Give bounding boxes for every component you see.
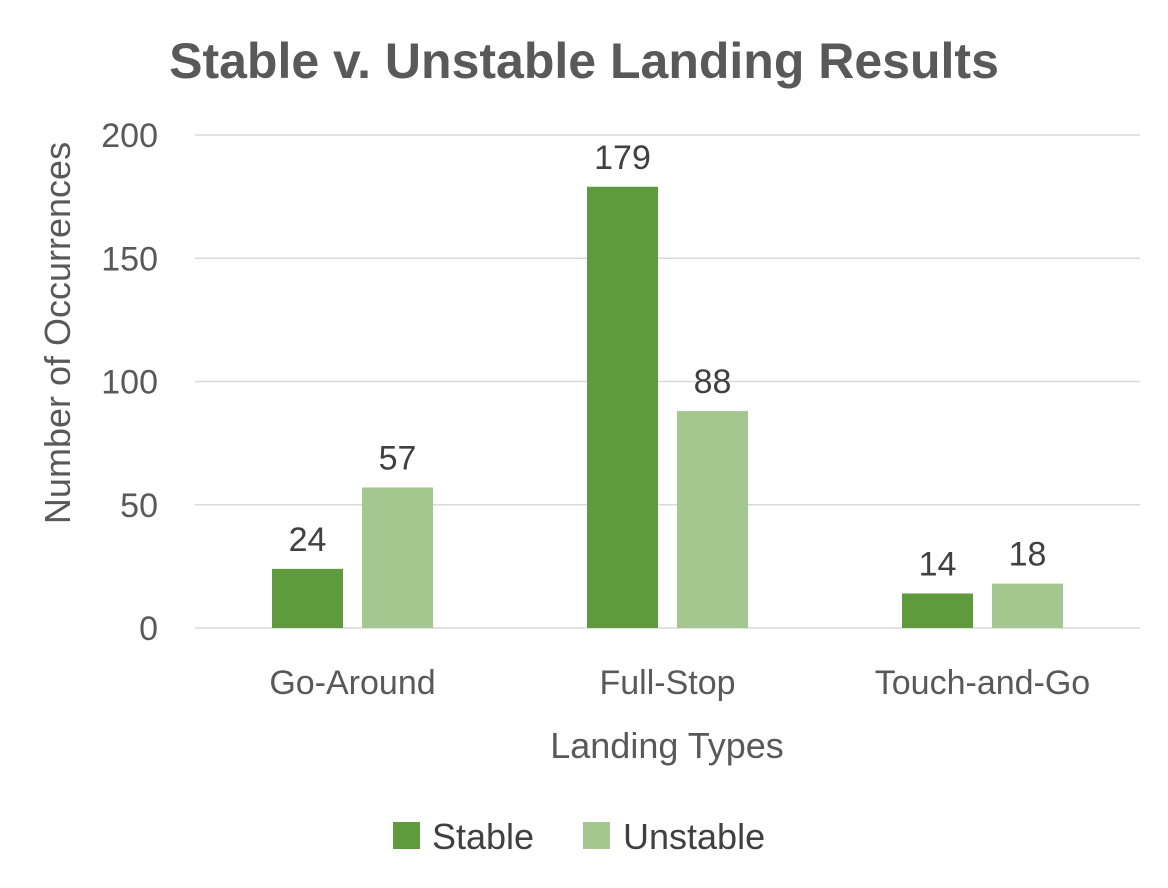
legend-swatch-unstable <box>583 822 610 849</box>
data-label: 14 <box>919 545 957 583</box>
bars <box>272 186 1063 628</box>
x-tick-label: Full-Stop <box>599 664 735 702</box>
bar-stable-full-stop <box>587 186 658 628</box>
data-labels: 24 57 179 88 14 18 <box>289 139 1047 584</box>
data-label: 57 <box>379 439 417 477</box>
data-label: 24 <box>289 521 327 559</box>
bar-unstable-full-stop <box>677 411 748 628</box>
gridlines <box>195 134 1140 629</box>
legend-label-stable: Stable <box>432 816 534 857</box>
y-axis-ticks: 0 50 100 150 200 <box>101 117 158 648</box>
chart-title: Stable v. Unstable Landing Results <box>169 33 999 89</box>
y-tick-label: 100 <box>101 364 158 402</box>
y-tick-label: 50 <box>120 487 158 525</box>
bar-unstable-go-around <box>362 487 433 628</box>
y-tick-label: 150 <box>101 240 158 278</box>
bar-stable-go-around <box>272 568 343 628</box>
data-label: 88 <box>694 363 732 401</box>
data-label: 179 <box>594 139 651 177</box>
legend-label-unstable: Unstable <box>623 816 765 857</box>
bar-unstable-touch-and-go <box>992 583 1063 628</box>
legend: Stable Unstable <box>393 816 765 857</box>
y-tick-label: 0 <box>139 610 158 648</box>
x-tick-label: Go-Around <box>269 664 435 702</box>
y-axis-title: Number of Occurrences <box>37 142 78 524</box>
bar-stable-touch-and-go <box>902 593 973 628</box>
legend-swatch-stable <box>393 822 420 849</box>
x-axis-ticks: Go-Around Full-Stop Touch-and-Go <box>269 664 1090 702</box>
data-label: 18 <box>1009 536 1047 574</box>
x-axis-title: Landing Types <box>550 725 784 766</box>
y-tick-label: 200 <box>101 117 158 155</box>
x-tick-label: Touch-and-Go <box>875 664 1090 702</box>
